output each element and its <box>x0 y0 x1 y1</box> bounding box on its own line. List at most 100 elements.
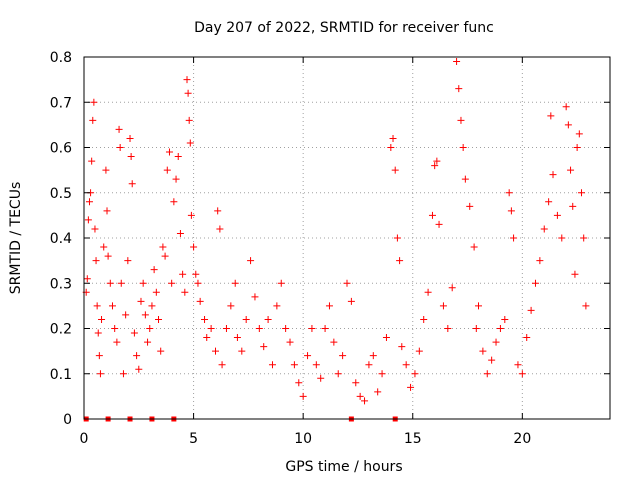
data-point <box>203 334 211 342</box>
data-point <box>113 338 121 346</box>
data-point <box>466 202 474 210</box>
data-point <box>578 189 586 197</box>
data-point <box>420 315 428 323</box>
data-point <box>411 370 419 378</box>
data-point <box>251 293 259 301</box>
data-point <box>128 180 136 188</box>
data-point <box>573 144 581 151</box>
data-point <box>190 243 198 251</box>
data-point <box>124 257 132 265</box>
data-point <box>369 352 377 360</box>
data-point <box>382 334 390 342</box>
data-point <box>407 383 415 391</box>
data-point <box>461 175 469 183</box>
data-point <box>117 279 125 287</box>
data-point <box>111 325 119 332</box>
data-point <box>91 225 99 233</box>
data-point <box>398 343 406 351</box>
data-point <box>264 315 272 323</box>
data-point <box>106 279 114 287</box>
data-point <box>488 356 496 364</box>
data-point <box>108 302 116 310</box>
data-point <box>304 352 312 360</box>
data-point <box>402 361 410 369</box>
data-point <box>453 58 461 66</box>
y-tick-label: 0.1 <box>50 367 72 383</box>
y-tick-label: 0 <box>63 412 72 428</box>
data-point <box>527 306 535 314</box>
y-tick-label: 0.5 <box>50 186 72 202</box>
x-tick-label: 20 <box>513 431 531 447</box>
data-point <box>104 252 112 260</box>
data-point <box>396 257 404 265</box>
data-point <box>321 325 329 332</box>
data-point <box>571 270 579 278</box>
data-point <box>483 370 491 378</box>
data-point <box>567 166 575 174</box>
data-point <box>455 85 463 93</box>
data-point <box>312 361 320 369</box>
data-point <box>98 315 106 323</box>
data-point <box>277 279 285 287</box>
data-point <box>92 257 100 265</box>
data-point <box>247 257 255 265</box>
data-point <box>282 325 290 332</box>
data-point <box>183 76 191 84</box>
data-point <box>88 157 96 165</box>
data-point <box>378 370 386 378</box>
data-point <box>148 302 156 310</box>
data-point <box>146 325 154 332</box>
data-point <box>356 392 364 400</box>
data-point <box>186 139 194 147</box>
data-point <box>194 279 202 287</box>
data-point <box>558 234 566 242</box>
data-point <box>93 302 101 310</box>
data-point <box>102 166 110 174</box>
data-point <box>222 325 230 332</box>
data-point <box>562 103 570 111</box>
data-point <box>260 343 268 351</box>
data-point <box>84 216 92 224</box>
data-point <box>255 325 263 332</box>
data-point <box>137 297 145 305</box>
data-point <box>496 325 504 332</box>
data-point <box>549 171 557 179</box>
data-point <box>507 207 515 215</box>
data-point <box>514 361 522 369</box>
y-tick-label: 0.3 <box>50 276 72 292</box>
data-point <box>523 334 531 342</box>
data-point <box>231 279 239 287</box>
data-point <box>201 315 209 323</box>
data-point <box>435 220 443 228</box>
data-point <box>553 211 561 219</box>
data-point <box>218 361 226 369</box>
data-point <box>181 288 189 296</box>
data-point <box>391 166 399 174</box>
data-point <box>103 207 111 215</box>
data-point <box>115 125 123 133</box>
data-point <box>168 279 176 287</box>
data-point <box>518 370 526 378</box>
data-point <box>448 284 456 292</box>
y-tick-label: 0.7 <box>50 95 72 111</box>
data-point <box>547 112 555 120</box>
data-point <box>317 374 325 382</box>
data-point <box>580 234 588 242</box>
data-point <box>150 266 158 274</box>
y-tick-label: 0.2 <box>50 322 72 338</box>
data-point <box>472 325 480 332</box>
data-point <box>439 302 447 310</box>
data-point <box>564 121 572 129</box>
data-point <box>510 234 518 242</box>
x-tick-label: 10 <box>294 431 312 447</box>
data-point <box>569 202 577 210</box>
data-point <box>457 116 465 124</box>
data-point <box>431 162 439 170</box>
data-point <box>83 275 91 283</box>
data-point <box>90 98 98 106</box>
data-point <box>290 361 298 369</box>
data-point <box>387 144 395 151</box>
data-point <box>100 243 108 251</box>
data-point <box>185 116 193 124</box>
data-point <box>127 153 135 161</box>
